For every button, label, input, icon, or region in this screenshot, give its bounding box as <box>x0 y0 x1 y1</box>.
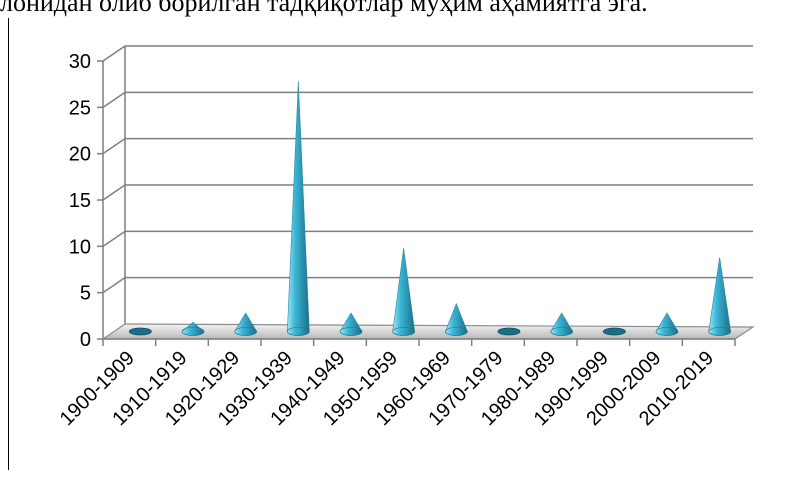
cone-bar <box>602 327 626 336</box>
y-tick-label: 5 <box>80 283 91 305</box>
cone-bar <box>287 81 310 336</box>
cone-base-rim <box>708 327 731 336</box>
cone-shape <box>287 81 310 336</box>
cone-base-flat <box>128 327 152 336</box>
cone-shape <box>445 302 468 336</box>
cone-base-rim <box>234 327 257 336</box>
y-tick-label: 30 <box>69 51 91 73</box>
cone-bar <box>128 327 152 336</box>
gridline-diagonal <box>102 45 126 62</box>
y-tick-label: 25 <box>69 97 91 119</box>
data-cones <box>128 81 731 336</box>
page-caption-text: лонидан олиб борилган тадқиқотлар муҳим … <box>0 0 648 17</box>
cone-base-rim <box>392 327 415 336</box>
gridline-diagonal <box>102 277 126 294</box>
cone-bar <box>181 321 205 336</box>
chart-frame-border <box>8 18 9 470</box>
cone-shape <box>339 312 363 336</box>
cone-bar <box>497 327 521 336</box>
cone-shape <box>655 312 679 336</box>
cone-bar <box>708 257 731 336</box>
cone-shape <box>550 312 573 336</box>
cone-base-rim <box>550 327 573 336</box>
cone-shape <box>708 257 731 336</box>
cone-base-flat <box>602 327 626 336</box>
y-axis: 0 5 10 15 20 25 30 <box>69 51 103 351</box>
cone-base-rim <box>181 327 205 336</box>
cone-bar <box>445 302 468 336</box>
gridlines <box>102 45 753 339</box>
cone-base-rim <box>287 327 310 336</box>
gridline-diagonal <box>102 184 126 201</box>
y-tick-label: 0 <box>80 329 91 351</box>
cone-base-rim <box>339 327 363 336</box>
y-tick-label: 10 <box>69 236 91 258</box>
cone-bar <box>550 312 573 336</box>
gridline-diagonal <box>102 91 126 108</box>
cone-bar <box>339 312 363 336</box>
x-axis: 1900-19091910-19191920-19291930-19391940… <box>56 339 736 430</box>
cone-bar <box>655 312 679 336</box>
cone-bar <box>234 312 257 336</box>
cone-bar <box>392 248 415 336</box>
cone-base-flat <box>497 327 521 336</box>
cone-base-rim <box>655 327 679 336</box>
gridline-diagonal <box>102 230 126 247</box>
gridline-diagonal <box>102 138 126 155</box>
cone-base-rim <box>445 327 468 336</box>
y-tick-label: 15 <box>69 190 91 212</box>
cone-shape <box>392 248 415 336</box>
y-tick-label: 20 <box>69 144 91 166</box>
